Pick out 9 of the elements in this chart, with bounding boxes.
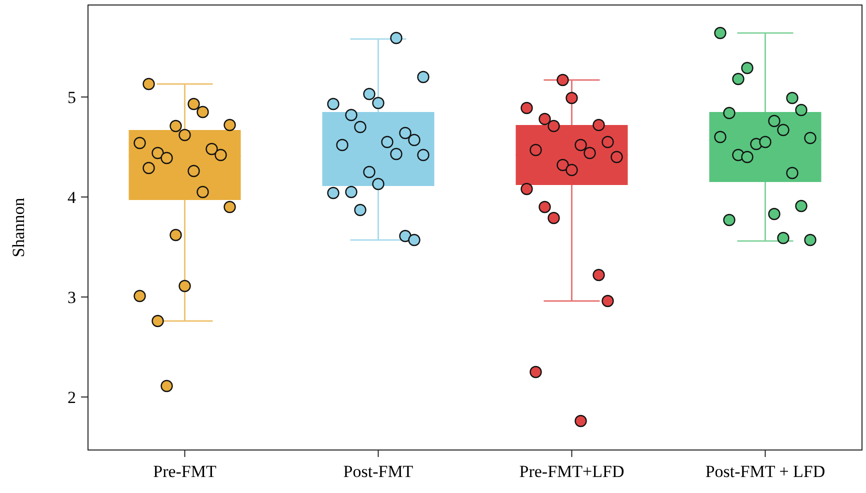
y-tick-label: 3 (68, 288, 76, 307)
y-tick-label: 2 (68, 388, 76, 407)
x-tick-label: Post-FMT (343, 462, 414, 481)
x-tick-label: Pre-FMT+LFD (519, 462, 624, 481)
y-axis-title: Shannon (9, 197, 28, 258)
x-tick-label: Pre-FMT (153, 462, 217, 481)
y-tick-label: 5 (68, 88, 76, 107)
y-tick-label: 4 (68, 188, 76, 207)
x-tick-label: Post-FMT + LFD (705, 462, 826, 481)
